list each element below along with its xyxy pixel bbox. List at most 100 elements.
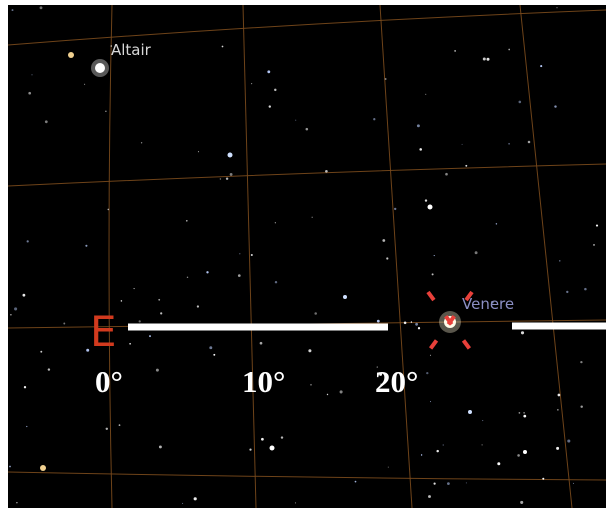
star — [274, 88, 277, 92]
star — [261, 437, 264, 441]
star — [447, 482, 450, 485]
star — [85, 244, 88, 247]
scale-bar — [128, 322, 606, 331]
star — [22, 293, 26, 297]
star — [540, 65, 543, 68]
star — [495, 223, 498, 225]
star — [520, 331, 525, 335]
star — [433, 255, 435, 257]
star — [584, 287, 587, 291]
star — [518, 100, 522, 104]
star — [376, 366, 378, 368]
star — [326, 393, 329, 396]
scale-label: 10° — [242, 364, 285, 399]
star — [482, 57, 486, 61]
star — [593, 244, 595, 246]
star — [508, 48, 511, 51]
star — [133, 288, 135, 290]
star — [520, 500, 524, 504]
star — [556, 7, 558, 9]
star — [267, 70, 271, 74]
star — [305, 127, 309, 131]
star — [557, 409, 559, 411]
star — [425, 93, 427, 96]
planet-label: Venere — [462, 295, 514, 313]
star — [572, 482, 575, 484]
stars — [9, 6, 599, 504]
star — [354, 480, 357, 483]
star — [26, 240, 29, 243]
star — [436, 449, 439, 453]
star — [295, 119, 297, 121]
star — [213, 353, 216, 356]
star — [84, 83, 86, 85]
star — [158, 445, 162, 449]
star — [86, 348, 90, 352]
star — [557, 393, 561, 397]
star — [461, 143, 463, 145]
star — [580, 405, 583, 408]
star — [221, 45, 224, 48]
star — [40, 350, 43, 353]
star — [310, 383, 312, 386]
star — [28, 91, 32, 95]
star — [420, 454, 423, 456]
star — [10, 314, 12, 316]
star — [110, 45, 113, 47]
star — [219, 178, 222, 180]
star — [138, 320, 141, 323]
star — [386, 257, 389, 260]
star — [225, 177, 229, 180]
star — [523, 414, 527, 418]
star — [63, 322, 66, 325]
star — [259, 341, 263, 345]
star — [490, 300, 494, 304]
star — [542, 477, 545, 480]
star — [325, 169, 328, 173]
star — [44, 120, 48, 124]
star — [185, 219, 188, 222]
star — [251, 83, 253, 85]
star — [429, 354, 432, 356]
star — [11, 9, 14, 12]
star — [31, 74, 33, 76]
star — [155, 368, 159, 372]
star — [182, 502, 184, 504]
star — [554, 105, 557, 108]
star — [39, 6, 43, 10]
star — [14, 307, 18, 311]
star — [107, 208, 110, 211]
star — [379, 372, 383, 376]
star — [518, 412, 521, 414]
star — [274, 280, 278, 284]
cardinal-label: E — [90, 307, 117, 356]
star — [206, 271, 209, 274]
star — [497, 462, 501, 466]
star — [209, 346, 213, 350]
star — [158, 298, 161, 301]
star — [196, 305, 200, 308]
star — [105, 110, 107, 112]
star-label: Altair — [111, 41, 152, 59]
star — [249, 448, 252, 451]
star — [120, 300, 123, 302]
star — [239, 253, 241, 255]
star — [442, 444, 444, 446]
star — [373, 118, 376, 121]
star — [384, 78, 387, 80]
star — [419, 148, 422, 151]
star — [486, 57, 490, 61]
star — [481, 444, 483, 446]
star — [387, 466, 389, 468]
star — [140, 142, 143, 144]
star — [250, 253, 253, 257]
star — [149, 335, 151, 338]
star — [559, 260, 561, 262]
star — [129, 343, 131, 345]
star — [376, 319, 380, 323]
star — [424, 199, 428, 202]
star — [517, 454, 520, 457]
star — [431, 273, 434, 276]
star — [415, 322, 418, 326]
